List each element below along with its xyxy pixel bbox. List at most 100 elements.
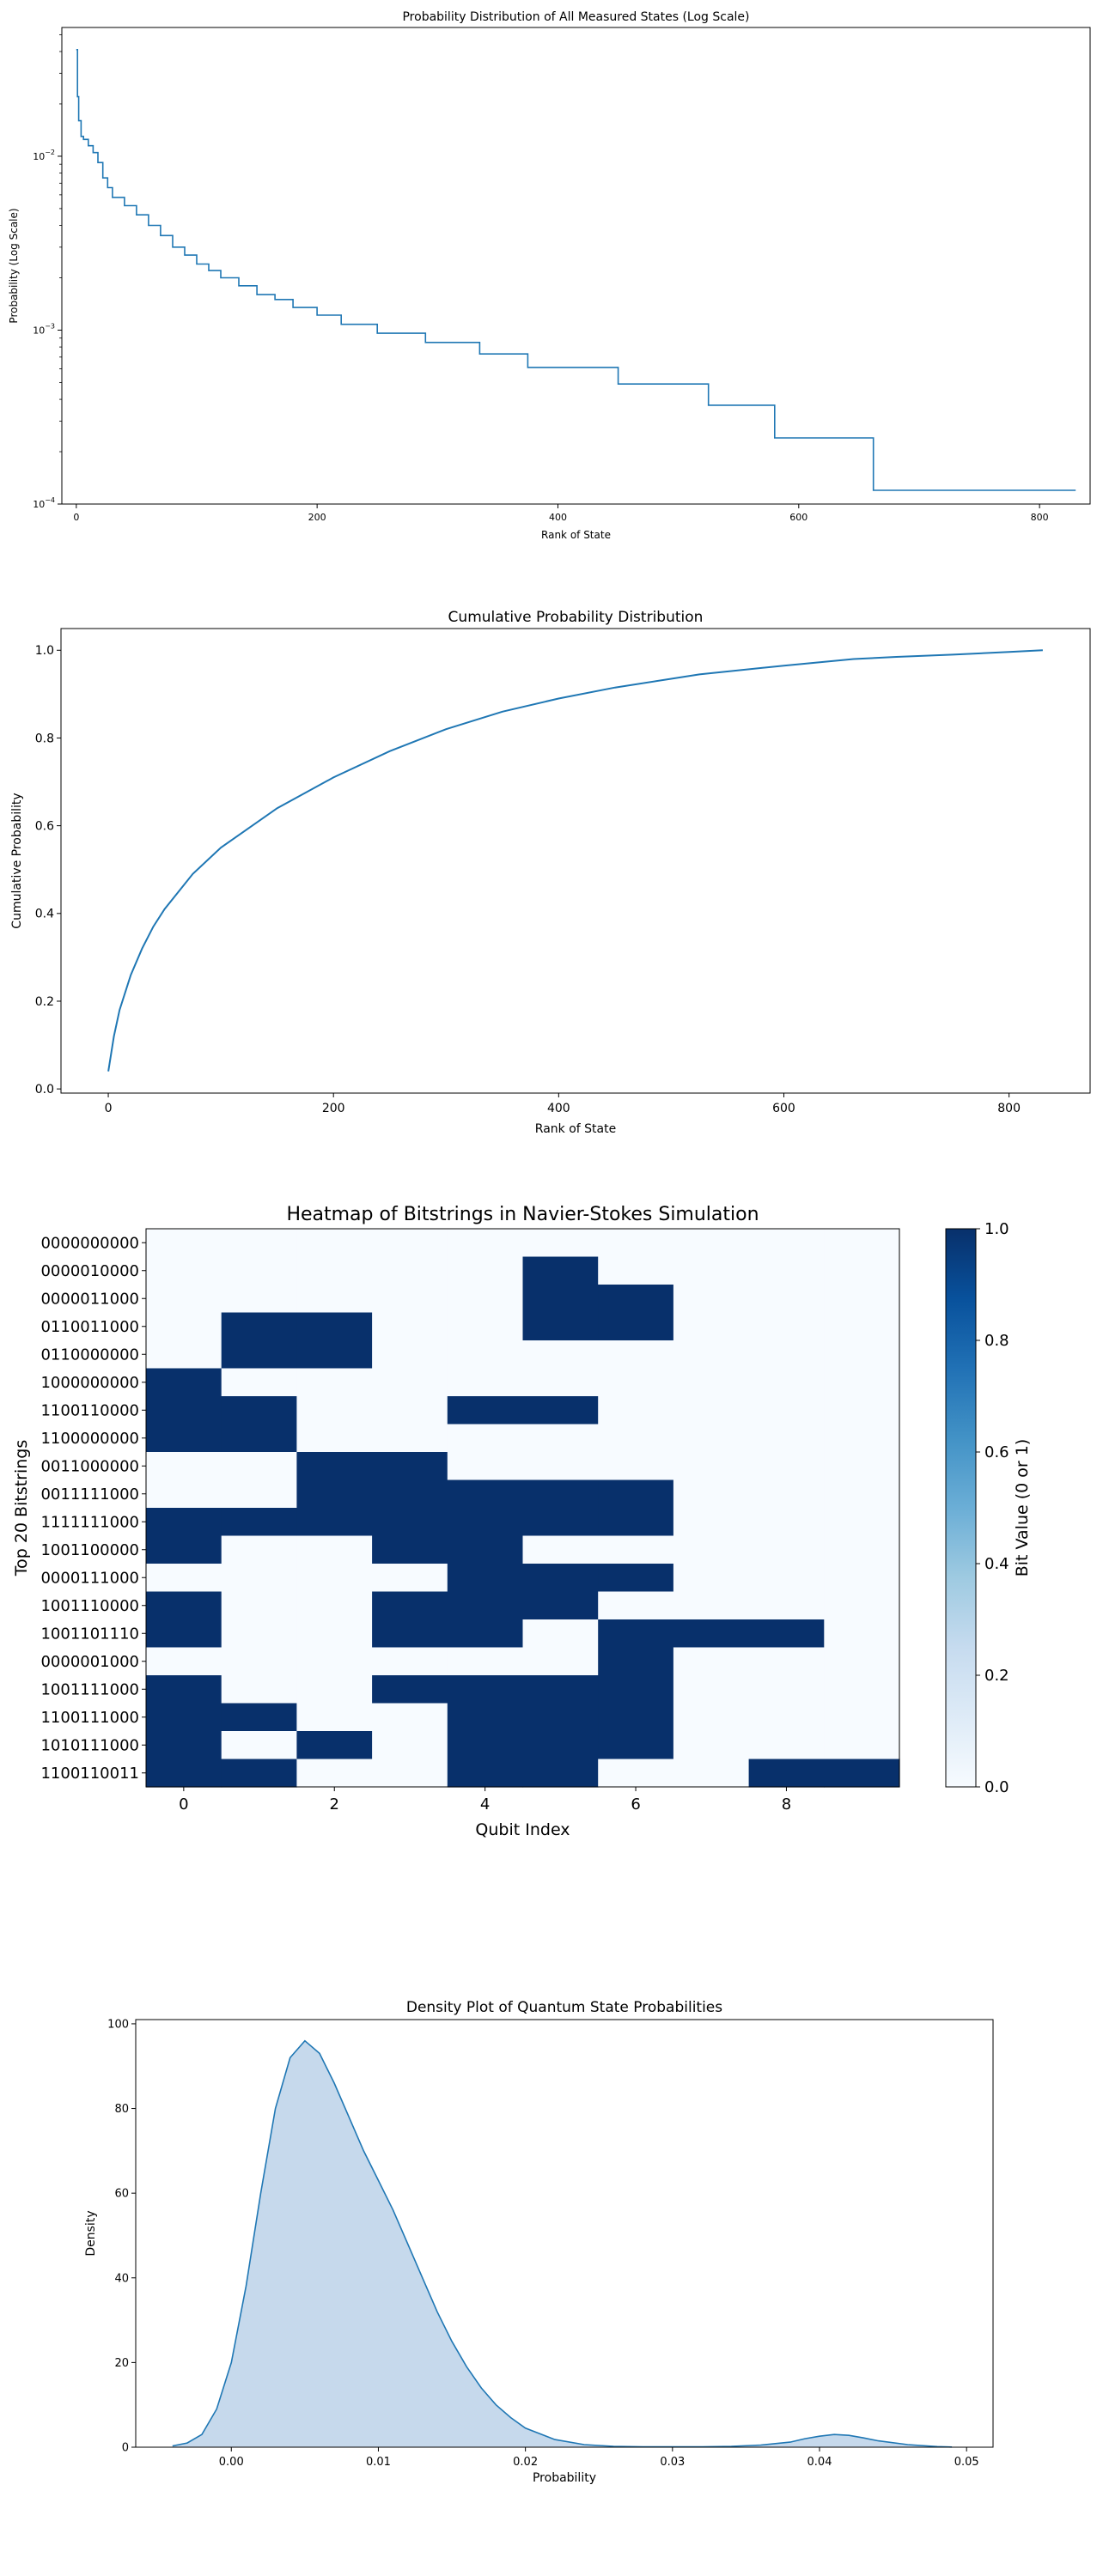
heatmap-cell <box>673 1647 750 1676</box>
plot-frame <box>60 628 1091 1094</box>
heatmap-cell <box>598 1396 674 1425</box>
heatmap-cell <box>221 1508 297 1537</box>
colorbar-tick-label: 0.6 <box>984 1443 1009 1461</box>
heatmap-cell <box>146 1508 222 1537</box>
x-tick-label: 0.04 <box>807 2456 832 2469</box>
heatmap-cell <box>824 1368 900 1397</box>
heatmap-cell <box>221 1312 297 1341</box>
heatmap-cell <box>146 1285 222 1314</box>
y-tick-label: 0000111000 <box>40 1570 139 1588</box>
density-fill <box>172 2040 953 2447</box>
x-tick-label: 200 <box>308 512 326 523</box>
plot-frame <box>61 27 1091 505</box>
heatmap-cell <box>221 1591 297 1620</box>
heatmap-cell <box>748 1564 825 1593</box>
heatmap-cell <box>221 1340 297 1370</box>
y-tick-label: 0.0 <box>35 1083 54 1097</box>
x-tick-label: 0.00 <box>219 2456 244 2469</box>
heatmap-cell <box>673 1229 750 1258</box>
heatmap-cell <box>296 1564 373 1593</box>
heatmap-cell <box>221 1619 297 1649</box>
heatmap-cell <box>824 1675 900 1704</box>
heatmap-cell <box>748 1535 825 1564</box>
heatmap-cell <box>673 1312 750 1341</box>
heatmap-cell <box>673 1424 750 1453</box>
heatmap-cell <box>748 1479 825 1509</box>
heatmap-cell <box>146 1591 222 1620</box>
x-tick-label: 400 <box>547 1102 570 1115</box>
y-tick-label: 0000011000 <box>40 1291 139 1309</box>
heatmap-cell <box>221 1285 297 1314</box>
y-tick-label: 0.6 <box>35 820 54 834</box>
heatmap-cell <box>824 1340 900 1370</box>
heatmap-cell <box>598 1340 674 1370</box>
heatmap-cell <box>824 1229 900 1258</box>
density-plot-chart: Density Plot of Quantum State Probabilit… <box>84 1999 994 2485</box>
heatmap-cell <box>372 1340 448 1370</box>
y-tick-label: 20 <box>114 2357 129 2370</box>
heatmap-cell <box>296 1396 373 1425</box>
x-tick-label: 600 <box>789 512 807 523</box>
colorbar-tick-label: 0.0 <box>984 1778 1009 1796</box>
heatmap-cell <box>748 1285 825 1314</box>
x-tick-label: 0.03 <box>660 2456 685 2469</box>
heatmap-cell <box>598 1452 674 1481</box>
x-tick-label: 600 <box>772 1102 795 1115</box>
heatmap-cell <box>146 1452 222 1481</box>
heatmap-cell <box>598 1675 674 1704</box>
y-tick-label: 1000000000 <box>40 1374 139 1392</box>
heatmap-cell <box>447 1312 524 1341</box>
heatmap-cell <box>372 1675 448 1704</box>
heatmap-cell <box>598 1647 674 1676</box>
heatmap-cell <box>673 1675 750 1704</box>
y-tick-label: 0.8 <box>35 732 54 745</box>
heatmap-cell <box>447 1731 524 1760</box>
heatmap-cell <box>598 1703 674 1732</box>
heatmap-cell <box>221 1424 297 1453</box>
colorbar-tick-label: 0.2 <box>984 1667 1009 1685</box>
heatmap-cell <box>146 1256 222 1285</box>
heatmap-cell <box>296 1479 373 1509</box>
heatmap-cell <box>146 1759 222 1788</box>
heatmap-cell <box>447 1647 524 1676</box>
heatmap-cell <box>673 1703 750 1732</box>
heatmap-cell <box>598 1731 674 1760</box>
heatmap-cell <box>296 1368 373 1397</box>
heatmap-cell <box>296 1591 373 1620</box>
heatmap-cell <box>296 1424 373 1453</box>
heatmap-cell <box>748 1396 825 1425</box>
heatmap-cell <box>372 1591 448 1620</box>
heatmap-cell <box>146 1368 222 1397</box>
heatmap-cell <box>447 1452 524 1481</box>
y-tick-label: 10−3 <box>33 322 55 336</box>
heatmap-cell <box>146 1675 222 1704</box>
heatmap-cell <box>146 1229 222 1258</box>
heatmap-cell <box>447 1256 524 1285</box>
heatmap-cell <box>372 1452 448 1481</box>
heatmap-cell <box>221 1479 297 1509</box>
heatmap-cell <box>372 1508 448 1537</box>
x-tick-label: 2 <box>330 1795 339 1814</box>
heatmap-cell <box>598 1285 674 1314</box>
x-tick-label: 800 <box>997 1102 1021 1115</box>
heatmap-cell <box>522 1424 599 1453</box>
y-tick-label: 1.0 <box>35 644 54 658</box>
heatmap-cell <box>447 1675 524 1704</box>
heatmap-cell <box>372 1647 448 1676</box>
y-tick-label: 80 <box>114 2103 129 2116</box>
heatmap-cell <box>673 1731 750 1760</box>
x-tick-label: 0.05 <box>954 2456 979 2469</box>
y-tick-label: 0.4 <box>35 908 54 921</box>
heatmap-cell <box>824 1759 900 1788</box>
heatmap-cell <box>296 1675 373 1704</box>
heatmap-cell <box>372 1759 448 1788</box>
heatmap-cell <box>673 1564 750 1593</box>
heatmap-cell <box>748 1452 825 1481</box>
heatmap-cell <box>748 1759 825 1788</box>
heatmap-cell <box>748 1619 825 1649</box>
heatmap-cell <box>221 1675 297 1704</box>
heatmap-cell <box>522 1508 599 1537</box>
heatmap-cell <box>447 1479 524 1509</box>
chart-title: Cumulative Probability Distribution <box>448 609 704 626</box>
